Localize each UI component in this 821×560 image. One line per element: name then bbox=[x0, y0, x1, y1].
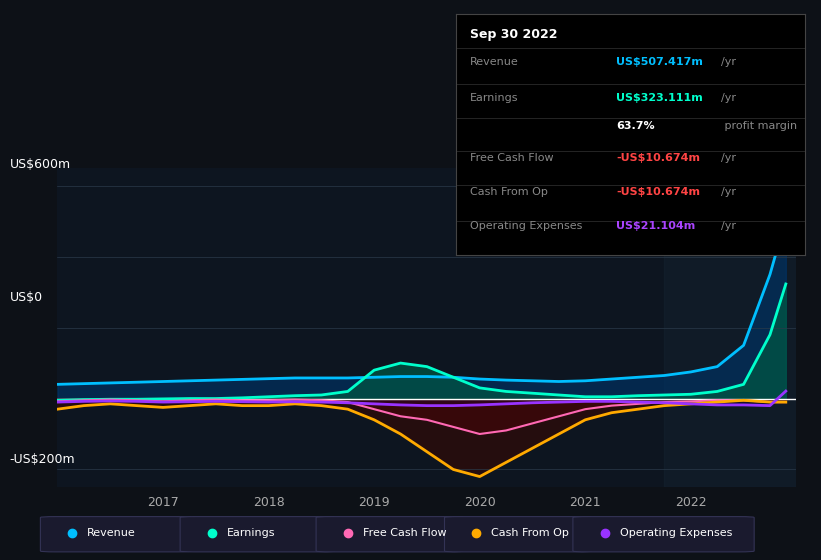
FancyBboxPatch shape bbox=[180, 516, 335, 552]
Text: Earnings: Earnings bbox=[470, 94, 518, 103]
Text: Cash From Op: Cash From Op bbox=[470, 187, 548, 197]
FancyBboxPatch shape bbox=[40, 516, 191, 552]
Text: Revenue: Revenue bbox=[470, 57, 518, 67]
Text: -US$10.674m: -US$10.674m bbox=[616, 153, 700, 164]
Text: US$507.417m: US$507.417m bbox=[616, 57, 703, 67]
Text: US$323.111m: US$323.111m bbox=[616, 94, 703, 103]
Text: 63.7%: 63.7% bbox=[616, 121, 655, 131]
Text: Cash From Op: Cash From Op bbox=[491, 529, 569, 538]
Text: US$21.104m: US$21.104m bbox=[616, 221, 695, 231]
Text: Operating Expenses: Operating Expenses bbox=[470, 221, 582, 231]
Text: profit margin: profit margin bbox=[721, 121, 797, 131]
Text: Free Cash Flow: Free Cash Flow bbox=[470, 153, 553, 164]
Text: /yr: /yr bbox=[721, 221, 736, 231]
Text: US$0: US$0 bbox=[10, 291, 43, 304]
Text: /yr: /yr bbox=[721, 94, 736, 103]
Text: US$600m: US$600m bbox=[10, 158, 71, 171]
FancyBboxPatch shape bbox=[573, 516, 754, 552]
Text: Revenue: Revenue bbox=[87, 529, 136, 538]
Text: /yr: /yr bbox=[721, 153, 736, 164]
Text: Free Cash Flow: Free Cash Flow bbox=[363, 529, 447, 538]
FancyBboxPatch shape bbox=[444, 516, 592, 552]
Text: -US$200m: -US$200m bbox=[10, 454, 75, 466]
Text: /yr: /yr bbox=[721, 187, 736, 197]
Text: -US$10.674m: -US$10.674m bbox=[616, 187, 700, 197]
FancyBboxPatch shape bbox=[316, 516, 463, 552]
Text: /yr: /yr bbox=[721, 57, 736, 67]
Text: Operating Expenses: Operating Expenses bbox=[620, 529, 732, 538]
Bar bbox=[664, 168, 821, 487]
Text: Earnings: Earnings bbox=[227, 529, 276, 538]
Text: Sep 30 2022: Sep 30 2022 bbox=[470, 29, 557, 41]
